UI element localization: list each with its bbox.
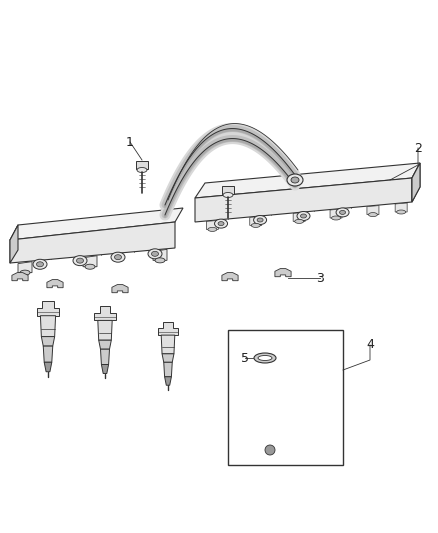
Polygon shape — [102, 365, 109, 374]
Polygon shape — [10, 222, 175, 263]
Ellipse shape — [339, 211, 346, 214]
Polygon shape — [266, 414, 273, 422]
Polygon shape — [98, 320, 112, 340]
Text: 3: 3 — [316, 271, 324, 285]
Ellipse shape — [148, 249, 162, 259]
Polygon shape — [153, 249, 167, 260]
Polygon shape — [275, 269, 291, 277]
Ellipse shape — [114, 255, 121, 260]
Ellipse shape — [36, 262, 43, 267]
Ellipse shape — [111, 252, 125, 262]
Polygon shape — [195, 163, 420, 198]
Ellipse shape — [73, 256, 87, 265]
Text: 2: 2 — [414, 141, 422, 155]
Ellipse shape — [33, 259, 47, 269]
Polygon shape — [330, 209, 342, 218]
Polygon shape — [293, 212, 305, 221]
Ellipse shape — [152, 252, 159, 256]
Ellipse shape — [397, 210, 406, 214]
Polygon shape — [263, 370, 277, 390]
Polygon shape — [367, 206, 379, 215]
Polygon shape — [164, 362, 172, 377]
Ellipse shape — [295, 220, 304, 223]
Polygon shape — [100, 349, 110, 365]
Polygon shape — [264, 390, 276, 399]
Ellipse shape — [20, 270, 30, 275]
Polygon shape — [94, 306, 116, 320]
Ellipse shape — [208, 228, 217, 231]
Ellipse shape — [77, 258, 84, 263]
Polygon shape — [165, 377, 171, 385]
Ellipse shape — [332, 216, 341, 220]
Polygon shape — [161, 335, 175, 354]
Ellipse shape — [137, 167, 147, 173]
Circle shape — [265, 445, 275, 455]
Polygon shape — [99, 340, 111, 349]
Polygon shape — [222, 272, 238, 281]
Ellipse shape — [251, 223, 260, 228]
Polygon shape — [265, 399, 274, 414]
Ellipse shape — [155, 258, 165, 263]
Polygon shape — [47, 280, 63, 288]
Polygon shape — [250, 216, 262, 225]
Ellipse shape — [257, 218, 263, 222]
Polygon shape — [136, 161, 148, 169]
Polygon shape — [40, 316, 56, 337]
Polygon shape — [412, 163, 420, 202]
Bar — [228, 330, 343, 465]
Ellipse shape — [254, 353, 276, 363]
Ellipse shape — [218, 222, 224, 225]
Polygon shape — [222, 186, 234, 194]
Polygon shape — [12, 272, 28, 281]
Ellipse shape — [223, 192, 233, 198]
Polygon shape — [412, 163, 420, 202]
Text: 5: 5 — [241, 351, 249, 365]
Ellipse shape — [291, 177, 299, 183]
Ellipse shape — [258, 356, 272, 360]
Ellipse shape — [336, 208, 349, 217]
Polygon shape — [10, 208, 183, 240]
Polygon shape — [259, 356, 281, 370]
Polygon shape — [158, 321, 178, 335]
Ellipse shape — [368, 213, 378, 216]
Polygon shape — [44, 362, 52, 372]
Polygon shape — [10, 225, 18, 263]
Text: 4: 4 — [366, 338, 374, 351]
Ellipse shape — [254, 215, 267, 224]
Polygon shape — [195, 178, 412, 222]
Ellipse shape — [300, 214, 307, 218]
Ellipse shape — [85, 264, 95, 269]
Polygon shape — [83, 256, 97, 266]
Polygon shape — [37, 301, 60, 316]
Ellipse shape — [297, 212, 310, 221]
Ellipse shape — [215, 219, 227, 228]
Polygon shape — [43, 346, 53, 362]
Text: 1: 1 — [126, 135, 134, 149]
Polygon shape — [206, 221, 219, 229]
Polygon shape — [18, 262, 32, 273]
Polygon shape — [162, 354, 174, 362]
Ellipse shape — [287, 174, 303, 186]
Polygon shape — [395, 203, 407, 212]
Polygon shape — [112, 285, 128, 293]
Polygon shape — [41, 337, 55, 346]
